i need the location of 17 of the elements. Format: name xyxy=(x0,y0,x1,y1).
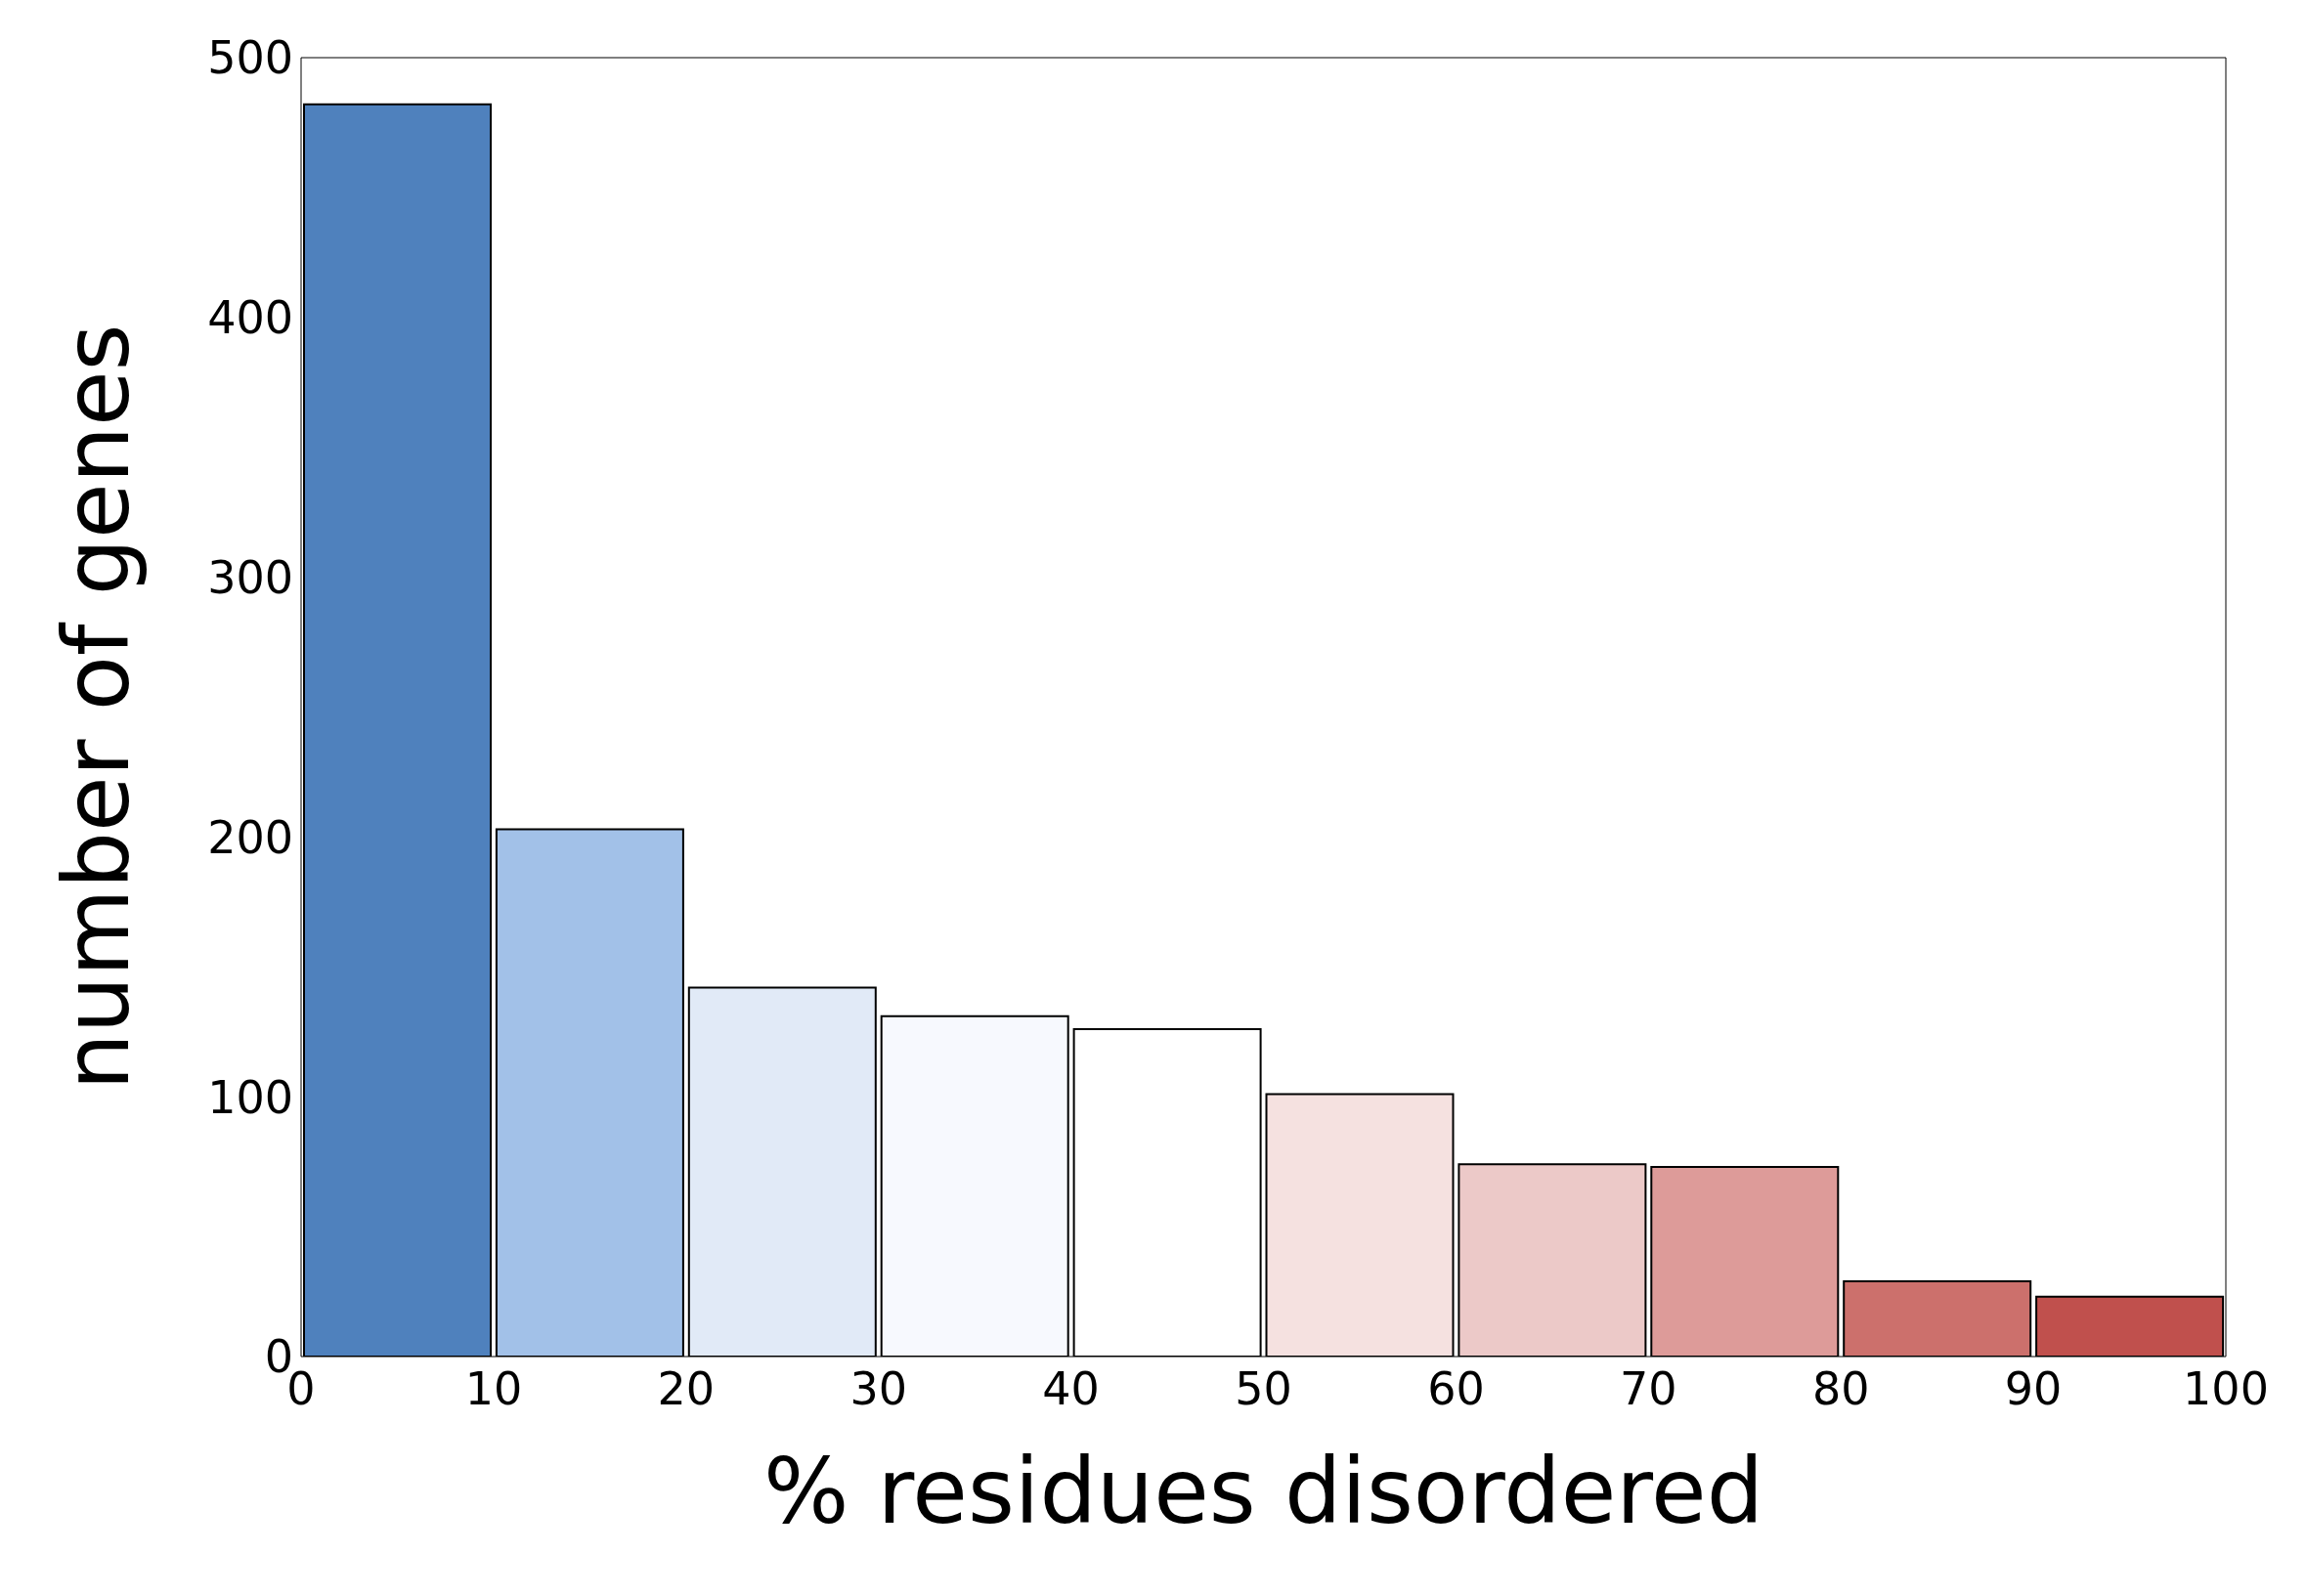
x-tick-label: 80 xyxy=(1811,1361,1870,1415)
x-axis-title: % residues disordered xyxy=(762,1440,1764,1544)
x-tick-label: 10 xyxy=(464,1361,523,1415)
x-tick-label: 30 xyxy=(849,1361,907,1415)
x-tick-label: 50 xyxy=(1235,1361,1292,1415)
x-tick-label: 70 xyxy=(1620,1361,1677,1415)
x-tick-label: 100 xyxy=(2183,1361,2269,1415)
y-tick-label: 100 xyxy=(207,1070,293,1124)
x-tick-label: 40 xyxy=(1042,1361,1100,1415)
y-tick-label: 300 xyxy=(207,550,293,604)
x-tick-label: 90 xyxy=(2004,1361,2063,1415)
x-tick-label: 20 xyxy=(657,1361,716,1415)
y-tick-label: 500 xyxy=(207,31,293,85)
y-axis-title: number of genes xyxy=(44,324,150,1091)
y-tick-label: 200 xyxy=(207,810,293,864)
y-tick-label: 400 xyxy=(207,291,293,345)
x-tick-label: 60 xyxy=(1427,1361,1485,1415)
